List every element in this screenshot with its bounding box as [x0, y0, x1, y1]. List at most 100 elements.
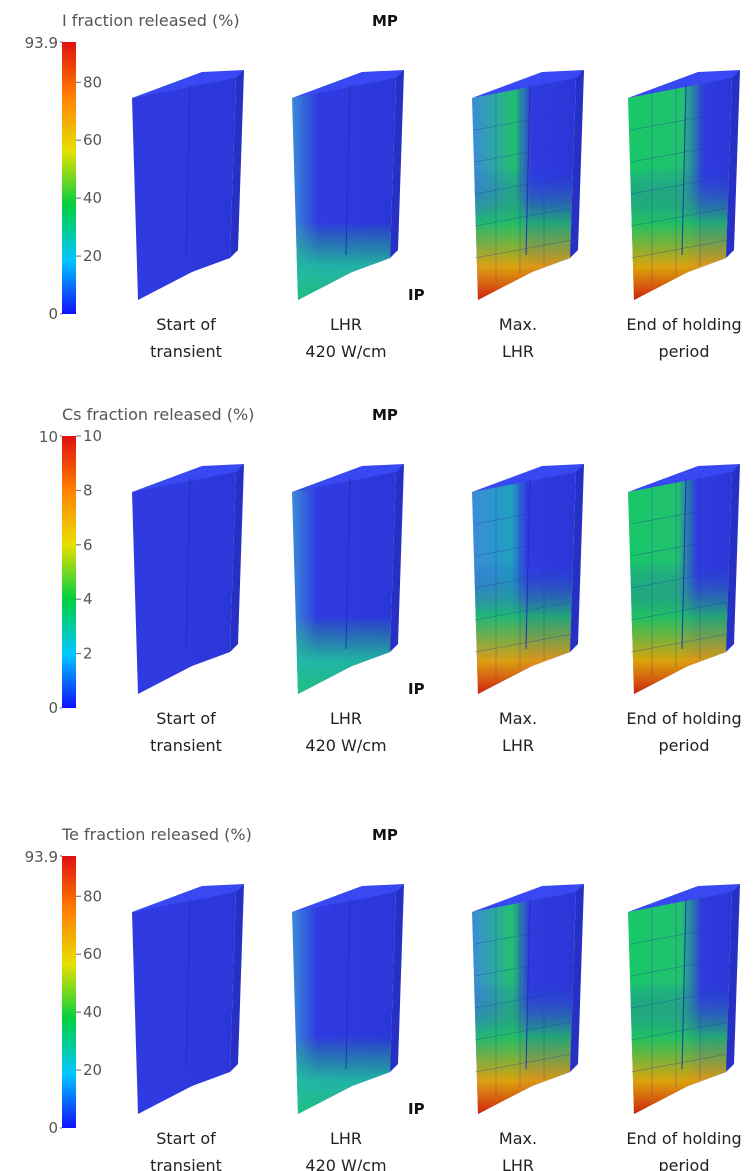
slice-inner-edge — [345, 478, 351, 650]
scale-max-label: 10 — [39, 428, 58, 446]
pellet-slice — [132, 70, 244, 300]
slice-top-face — [472, 464, 584, 492]
scale-tick-label: 20 — [83, 1061, 102, 1079]
scale-tick-label: 2 — [83, 645, 93, 663]
slice-top-face — [628, 464, 740, 492]
panel-1: I fraction released (%)93.9 0 80 60 40 20 MP IP… — [25, 11, 742, 361]
stage-caption-line2: LHR — [502, 342, 534, 361]
slice-top-face — [472, 884, 584, 912]
stage-caption-line2: 420 W/cm — [305, 342, 386, 361]
scale-tick-label: 40 — [83, 189, 102, 207]
slice-inner-edge — [525, 84, 531, 256]
slice-inner-edge — [185, 478, 191, 650]
pellet-slice — [292, 70, 404, 300]
pellet-slice — [292, 884, 404, 1114]
stage-caption-line1: End of holding — [626, 1129, 741, 1148]
scale-tick-label: 80 — [83, 887, 102, 905]
stage-caption-line1: End of holding — [626, 709, 741, 728]
ip-label: IP — [408, 1100, 425, 1118]
pellet-slice — [472, 464, 584, 694]
slice-inner-edge — [185, 898, 191, 1070]
slice-side-face — [230, 884, 244, 1072]
slice-mesh — [630, 475, 729, 676]
scale-tick-label: 10 — [83, 427, 102, 445]
pellet-slice — [628, 70, 740, 300]
mp-label: MP — [372, 406, 398, 424]
slice-inner-edge — [681, 478, 687, 650]
stage-caption-line1: LHR — [330, 1129, 362, 1148]
slice-heat-overlay — [628, 472, 732, 694]
slice-heat-overlay — [472, 472, 576, 694]
scale-min-label: 0 — [48, 699, 58, 717]
slice-mesh — [630, 81, 729, 282]
slice-top-face — [472, 70, 584, 98]
scale-tick-label: 4 — [83, 590, 93, 608]
slice-mesh — [630, 895, 729, 1096]
color-scale-bar — [62, 436, 76, 708]
stage-caption-line1: Start of — [156, 315, 216, 334]
pellet-slice — [132, 464, 244, 694]
slice-inner-edge — [525, 478, 531, 650]
slice-inner-edge — [681, 84, 687, 256]
slice-top-face — [292, 884, 404, 912]
slice-top-face — [292, 464, 404, 492]
pellet-slice — [472, 70, 584, 300]
stage-caption-line2: 420 W/cm — [305, 1156, 386, 1171]
scale-tick-label: 40 — [83, 1003, 102, 1021]
pellet-slice — [628, 464, 740, 694]
slice-side-face — [726, 464, 740, 652]
slice-side-face — [390, 70, 404, 258]
slice-inner-edge — [525, 898, 531, 1070]
slice-heat-overlay — [292, 892, 396, 1114]
slice-side-face — [570, 70, 584, 258]
stage-caption-line1: LHR — [330, 709, 362, 728]
slice-mesh — [474, 895, 573, 1096]
pellet-slice — [628, 884, 740, 1114]
stage-caption-line2: transient — [150, 1156, 222, 1171]
stage-caption-line2: period — [659, 736, 710, 755]
slice-side-face — [230, 70, 244, 258]
pellet-slice — [472, 884, 584, 1114]
slice-top-face — [132, 884, 244, 912]
ip-label: IP — [408, 680, 425, 698]
stage-caption-line2: LHR — [502, 1156, 534, 1171]
slice-top-face — [132, 464, 244, 492]
panel-title: Cs fraction released (%) — [62, 405, 254, 424]
scale-min-label: 0 — [48, 305, 58, 323]
slice-side-face — [570, 884, 584, 1072]
slice-heat-overlay — [132, 892, 236, 1114]
slice-heat-overlay — [292, 472, 396, 694]
scale-tick-label: 60 — [83, 131, 102, 149]
slice-side-face — [390, 884, 404, 1072]
scale-tick-label: 80 — [83, 73, 102, 91]
ip-label: IP — [408, 286, 425, 304]
scale-max-label: 93.9 — [25, 34, 58, 52]
stage-caption-line2: 420 W/cm — [305, 736, 386, 755]
slice-mesh — [474, 81, 573, 282]
stage-caption-line2: transient — [150, 736, 222, 755]
mp-label: MP — [372, 12, 398, 30]
slice-top-face — [292, 70, 404, 98]
scale-tick-label: 8 — [83, 481, 93, 499]
slice-inner-edge — [681, 898, 687, 1070]
pellet-slice — [292, 464, 404, 694]
stage-caption-line2: period — [659, 1156, 710, 1171]
slice-top-face — [132, 70, 244, 98]
stage-caption-line1: Max. — [499, 709, 537, 728]
slice-inner-edge — [345, 898, 351, 1070]
color-scale-bar — [62, 856, 76, 1128]
scale-tick-label: 20 — [83, 247, 102, 265]
mp-label: MP — [372, 826, 398, 844]
slice-mesh — [474, 475, 573, 676]
slice-side-face — [570, 464, 584, 652]
slice-heat-overlay — [132, 472, 236, 694]
slice-heat-overlay — [628, 892, 732, 1114]
slice-heat-overlay — [292, 78, 396, 300]
slice-heat-overlay — [472, 78, 576, 300]
panel-3: Te fraction released (%)93.9 0 80 60 40 20 MP I… — [25, 825, 742, 1171]
slice-inner-edge — [185, 84, 191, 256]
slice-heat-overlay — [628, 78, 732, 300]
pellet-slice — [132, 884, 244, 1114]
stage-caption-line1: Start of — [156, 1129, 216, 1148]
